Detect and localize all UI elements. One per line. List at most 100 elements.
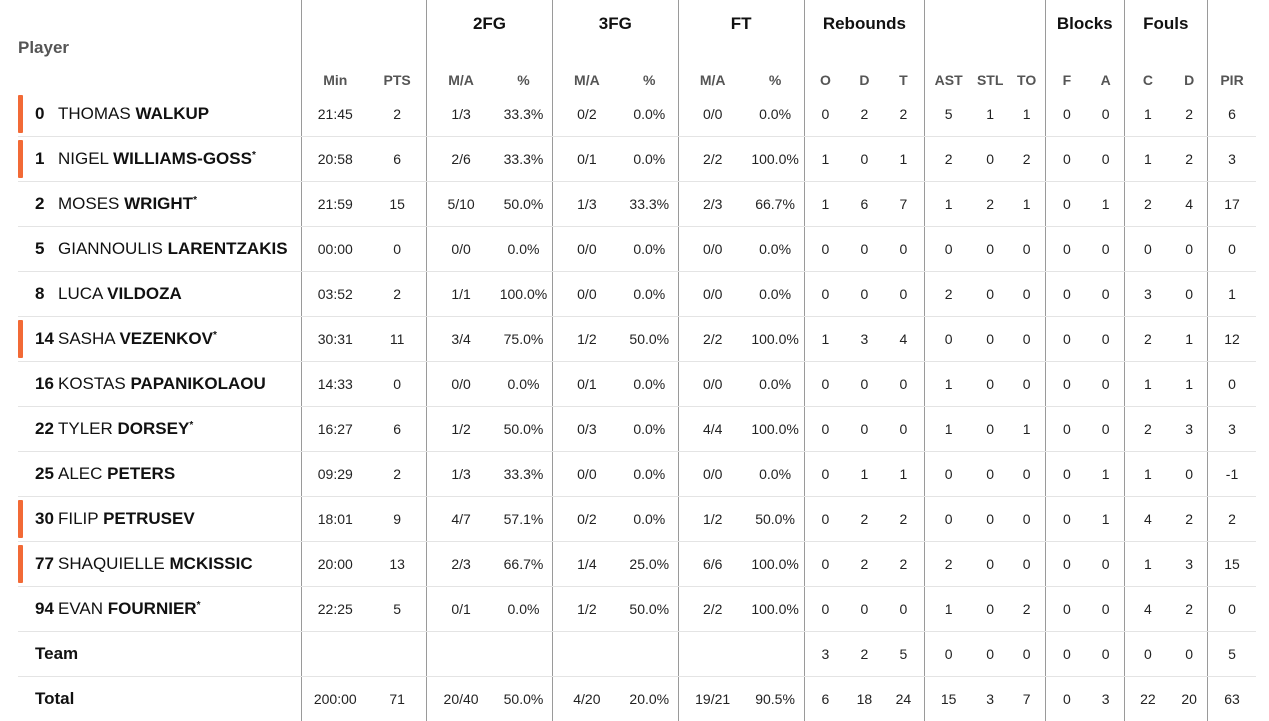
stat-ast: 15 xyxy=(925,677,972,721)
stat-reb-t: 0 xyxy=(882,587,924,632)
stat-blk-f: 0 xyxy=(1046,632,1088,677)
player-last-name: PETRUSEV xyxy=(103,509,195,528)
stat-reb-o: 0 xyxy=(804,92,846,137)
stat-min: 09:29 xyxy=(302,452,368,497)
team-label: Team xyxy=(35,644,78,663)
stat-3fg-ma: 1/2 xyxy=(552,587,620,632)
stat-min: 03:52 xyxy=(302,272,368,317)
stat-ft-pct: 0.0% xyxy=(747,227,804,272)
stat-blk-f: 0 xyxy=(1046,497,1088,542)
stat-ft-pct: 0.0% xyxy=(747,272,804,317)
stat-foul-d: 0 xyxy=(1171,227,1207,272)
stat-stl: 0 xyxy=(972,542,1008,587)
stat-ast: 0 xyxy=(925,452,972,497)
stat-reb-o: 0 xyxy=(804,407,846,452)
stat-3fg-pct xyxy=(621,632,678,677)
stat-min: 20:58 xyxy=(302,137,368,182)
col-stl: STL xyxy=(972,43,1008,92)
stat-pts: 13 xyxy=(368,542,426,587)
stat-to: 0 xyxy=(1008,542,1045,587)
stat-pir: 5 xyxy=(1208,632,1256,677)
stat-pts xyxy=(368,632,426,677)
stat-blk-f: 0 xyxy=(1046,227,1088,272)
starter-marker xyxy=(18,545,23,583)
stat-foul-d: 3 xyxy=(1171,542,1207,587)
stat-2fg-ma: 3/4 xyxy=(427,317,495,362)
player-number: 77 xyxy=(35,554,58,574)
total-cell: Total xyxy=(18,677,302,721)
box-score-table: Player 2FG 3FG FT Rebounds Blocks Fouls … xyxy=(18,0,1256,721)
col-ft-pct: % xyxy=(747,43,804,92)
stat-blk-a: 0 xyxy=(1088,227,1124,272)
stat-blk-a: 0 xyxy=(1088,542,1124,587)
stat-blk-a: 1 xyxy=(1088,452,1124,497)
stat-reb-d: 2 xyxy=(846,632,882,677)
stat-3fg-ma: 0/1 xyxy=(552,362,620,407)
stat-min: 21:59 xyxy=(302,182,368,227)
player-last-name: DORSEY xyxy=(118,419,190,438)
col-to: TO xyxy=(1008,43,1045,92)
stat-min: 21:45 xyxy=(302,92,368,137)
stat-2fg-ma: 1/1 xyxy=(427,272,495,317)
stat-3fg-pct: 0.0% xyxy=(621,92,678,137)
stat-reb-d: 0 xyxy=(846,362,882,407)
stat-3fg-pct: 0.0% xyxy=(621,362,678,407)
stat-3fg-pct: 0.0% xyxy=(621,272,678,317)
col-pir: PIR xyxy=(1208,43,1256,92)
stat-blk-a: 0 xyxy=(1088,362,1124,407)
stat-blk-a: 3 xyxy=(1088,677,1124,721)
stat-blk-f: 0 xyxy=(1046,677,1088,721)
player-column-header: Player xyxy=(18,0,302,92)
stat-reb-t: 1 xyxy=(882,452,924,497)
stat-ft-pct xyxy=(747,632,804,677)
player-number: 25 xyxy=(35,464,58,484)
stat-reb-d: 2 xyxy=(846,92,882,137)
stat-stl: 0 xyxy=(972,317,1008,362)
player-last-name: VILDOZA xyxy=(107,284,182,303)
stat-ast: 1 xyxy=(925,587,972,632)
stat-stl: 0 xyxy=(972,632,1008,677)
stat-2fg-ma: 0/0 xyxy=(427,227,495,272)
box-score: Player 2FG 3FG FT Rebounds Blocks Fouls … xyxy=(18,0,1256,721)
stat-foul-c: 1 xyxy=(1124,92,1171,137)
col-foul-d: D xyxy=(1171,43,1207,92)
col-ast: AST xyxy=(925,43,972,92)
player-number: 0 xyxy=(35,104,58,124)
stat-blk-f: 0 xyxy=(1046,272,1088,317)
group-header-row: Player 2FG 3FG FT Rebounds Blocks Fouls xyxy=(18,0,1256,43)
stat-foul-c: 1 xyxy=(1124,362,1171,407)
stat-stl: 0 xyxy=(972,497,1008,542)
stat-stl: 0 xyxy=(972,362,1008,407)
col-3fg-ma: M/A xyxy=(552,43,620,92)
stat-ast: 0 xyxy=(925,227,972,272)
stat-2fg-pct: 75.0% xyxy=(495,317,552,362)
stat-2fg-pct: 33.3% xyxy=(495,452,552,497)
stat-pts: 71 xyxy=(368,677,426,721)
stat-foul-d: 2 xyxy=(1171,92,1207,137)
stat-ft-ma: 19/21 xyxy=(678,677,746,721)
